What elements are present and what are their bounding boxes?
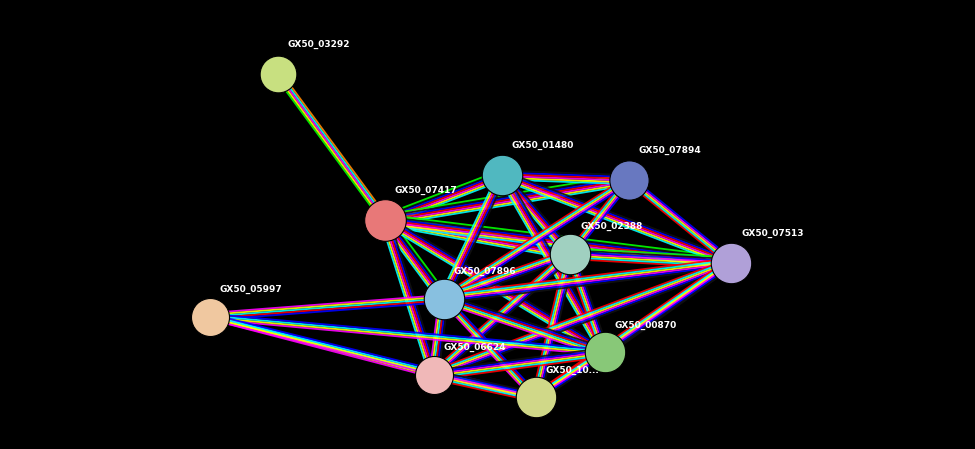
Text: GX50_05997: GX50_05997 xyxy=(219,285,282,294)
Point xyxy=(436,295,451,302)
Text: GX50_02388: GX50_02388 xyxy=(580,222,643,231)
Point xyxy=(563,250,578,257)
Point xyxy=(426,371,442,379)
Text: GX50_07417: GX50_07417 xyxy=(395,186,457,195)
Text: GX50_06624: GX50_06624 xyxy=(444,343,506,352)
Point xyxy=(621,176,637,183)
Point xyxy=(528,394,544,401)
Point xyxy=(202,313,217,320)
Text: GX50_07896: GX50_07896 xyxy=(453,267,516,276)
Point xyxy=(597,349,612,356)
Text: GX50_01480: GX50_01480 xyxy=(512,141,574,150)
Point xyxy=(377,216,393,224)
Text: GX50_07894: GX50_07894 xyxy=(639,146,701,155)
Text: GX50_00870: GX50_00870 xyxy=(614,321,677,330)
Text: GX50_10...: GX50_10... xyxy=(546,366,600,375)
Point xyxy=(723,259,739,266)
Text: GX50_07513: GX50_07513 xyxy=(741,229,803,238)
Point xyxy=(270,70,286,78)
Text: GX50_03292: GX50_03292 xyxy=(288,40,350,49)
Point xyxy=(494,172,510,179)
